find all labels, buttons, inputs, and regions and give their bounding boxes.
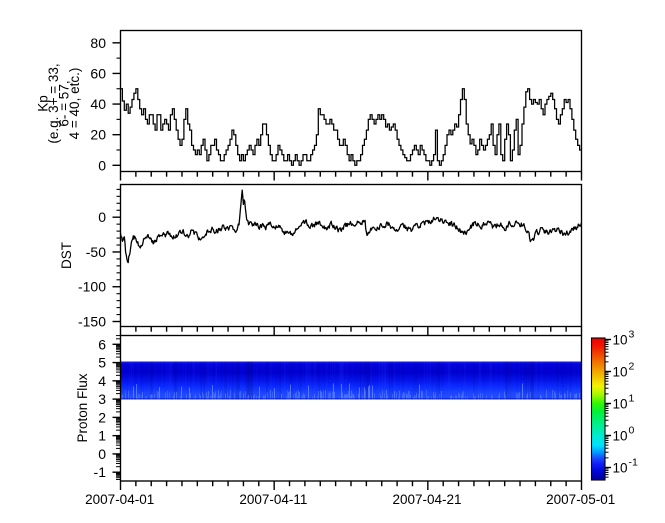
svg-text:-1: -1: [94, 464, 107, 480]
svg-text:3: 3: [98, 391, 106, 407]
svg-text:10: 10: [613, 460, 628, 475]
svg-text:5: 5: [98, 355, 106, 371]
svg-text:0: 0: [98, 157, 106, 173]
svg-text:4: 4: [98, 373, 106, 389]
svg-text:-1: -1: [629, 456, 638, 468]
svg-text:10: 10: [613, 428, 628, 443]
svg-text:4 = 40, etc.): 4 = 40, etc.): [67, 68, 82, 140]
svg-text:2: 2: [629, 360, 635, 372]
svg-text:2: 2: [98, 409, 106, 425]
svg-text:1: 1: [629, 392, 635, 404]
svg-text:60: 60: [90, 65, 106, 81]
svg-text:2007-04-11: 2007-04-11: [239, 492, 307, 507]
svg-text:6- = 57,: 6- = 57,: [57, 80, 72, 126]
svg-text:10: 10: [613, 332, 628, 347]
svg-text:3: 3: [629, 328, 635, 340]
svg-text:-50: -50: [86, 244, 106, 260]
svg-text:40: 40: [90, 96, 106, 112]
svg-text:DST: DST: [59, 242, 74, 269]
svg-text:Proton Flux: Proton Flux: [75, 373, 90, 442]
svg-text:2007-04-21: 2007-04-21: [392, 492, 461, 507]
svg-text:0: 0: [98, 209, 106, 225]
svg-text:1: 1: [98, 428, 106, 444]
svg-text:2007-04-01: 2007-04-01: [85, 492, 154, 507]
svg-text:-100: -100: [78, 279, 106, 295]
svg-text:0: 0: [629, 424, 635, 436]
svg-text:2007-05-01: 2007-05-01: [546, 492, 615, 507]
svg-text:10: 10: [613, 364, 628, 379]
svg-text:20: 20: [90, 127, 106, 143]
svg-text:6: 6: [98, 336, 106, 352]
svg-text:(e.g. 3+ = 33,: (e.g. 3+ = 33,: [46, 63, 61, 143]
svg-text:-150: -150: [78, 314, 106, 330]
svg-text:10: 10: [613, 396, 628, 411]
svg-text:Kp: Kp: [36, 95, 51, 112]
svg-text:0: 0: [98, 446, 106, 462]
svg-text:80: 80: [90, 35, 106, 51]
